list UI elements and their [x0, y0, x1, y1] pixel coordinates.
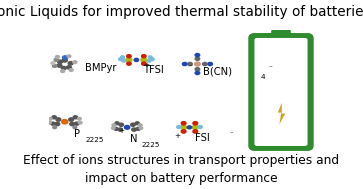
FancyBboxPatch shape	[250, 35, 311, 149]
Circle shape	[181, 125, 187, 129]
Text: 2225: 2225	[141, 142, 160, 148]
Circle shape	[208, 62, 212, 66]
Circle shape	[62, 59, 67, 62]
Circle shape	[135, 122, 139, 125]
Text: ⁻: ⁻	[189, 64, 193, 70]
Circle shape	[73, 116, 78, 119]
Circle shape	[148, 56, 152, 59]
Circle shape	[127, 55, 131, 58]
Circle shape	[147, 59, 151, 62]
Circle shape	[127, 62, 131, 65]
Circle shape	[119, 123, 123, 126]
Text: impact on battery performance: impact on battery performance	[85, 172, 278, 185]
FancyBboxPatch shape	[254, 38, 307, 146]
Circle shape	[192, 125, 198, 129]
Circle shape	[55, 122, 60, 126]
Circle shape	[187, 126, 192, 129]
Circle shape	[195, 57, 200, 60]
Text: P: P	[74, 129, 80, 139]
Circle shape	[177, 125, 181, 129]
Circle shape	[114, 127, 118, 130]
Text: TFSI: TFSI	[143, 65, 164, 75]
Circle shape	[112, 124, 116, 126]
Circle shape	[57, 64, 62, 67]
Circle shape	[132, 128, 136, 131]
Circle shape	[111, 127, 115, 129]
Circle shape	[74, 122, 79, 125]
Circle shape	[195, 68, 200, 71]
Circle shape	[73, 126, 77, 129]
Circle shape	[203, 62, 207, 66]
Text: +: +	[143, 62, 149, 68]
Circle shape	[195, 62, 200, 66]
Text: Ionic Liquids for improved thermal stability of batteries: Ionic Liquids for improved thermal stabi…	[0, 5, 363, 19]
Circle shape	[62, 120, 68, 124]
Text: ⁻: ⁻	[230, 132, 233, 138]
Circle shape	[52, 116, 56, 119]
Circle shape	[188, 62, 192, 66]
Circle shape	[53, 126, 57, 129]
Circle shape	[69, 69, 73, 71]
Circle shape	[56, 118, 61, 121]
Circle shape	[183, 62, 187, 66]
Circle shape	[77, 117, 81, 120]
Circle shape	[142, 55, 146, 58]
Text: N: N	[130, 134, 137, 144]
Circle shape	[73, 61, 77, 64]
Text: 4: 4	[260, 74, 265, 80]
Circle shape	[78, 121, 82, 124]
Circle shape	[70, 122, 74, 126]
Circle shape	[67, 55, 71, 57]
Circle shape	[51, 122, 55, 125]
Circle shape	[58, 60, 62, 64]
Circle shape	[150, 58, 154, 60]
Circle shape	[54, 58, 58, 61]
Circle shape	[136, 127, 140, 130]
Circle shape	[119, 58, 122, 60]
Polygon shape	[278, 103, 285, 124]
Text: ⁻: ⁻	[269, 65, 273, 71]
Circle shape	[61, 70, 65, 73]
Circle shape	[181, 122, 186, 125]
Text: 2225: 2225	[86, 137, 104, 143]
Circle shape	[63, 56, 68, 59]
Text: Na: Na	[263, 58, 299, 82]
Circle shape	[67, 66, 72, 69]
Circle shape	[118, 128, 122, 131]
Circle shape	[142, 62, 146, 65]
Circle shape	[139, 127, 143, 129]
Circle shape	[61, 67, 66, 70]
Circle shape	[141, 58, 147, 62]
Text: FSI: FSI	[195, 133, 210, 143]
Text: B(CN): B(CN)	[203, 66, 232, 76]
Circle shape	[195, 71, 200, 74]
Circle shape	[122, 59, 126, 62]
Circle shape	[181, 130, 186, 133]
Text: Effect of ions structures in transport properties and: Effect of ions structures in transport p…	[24, 154, 339, 167]
Circle shape	[126, 58, 132, 62]
Text: +: +	[119, 128, 125, 134]
Circle shape	[68, 62, 73, 65]
Circle shape	[193, 130, 198, 133]
Circle shape	[193, 122, 198, 125]
Circle shape	[69, 118, 74, 121]
Circle shape	[195, 53, 200, 57]
Circle shape	[55, 56, 59, 58]
Circle shape	[125, 125, 130, 129]
Circle shape	[139, 124, 142, 126]
Circle shape	[198, 125, 202, 129]
Circle shape	[115, 122, 119, 125]
FancyBboxPatch shape	[271, 30, 291, 39]
Circle shape	[134, 58, 139, 61]
Circle shape	[51, 62, 54, 64]
Text: BMPyr: BMPyr	[85, 64, 117, 74]
Circle shape	[48, 117, 52, 120]
Circle shape	[53, 64, 57, 67]
Text: +: +	[174, 133, 180, 139]
Circle shape	[121, 56, 125, 59]
Circle shape	[48, 121, 51, 124]
Circle shape	[131, 123, 135, 126]
